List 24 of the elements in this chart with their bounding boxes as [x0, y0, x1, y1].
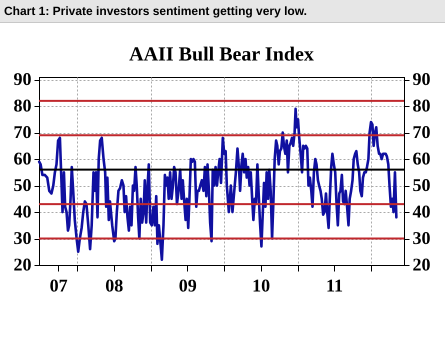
y-tick-label: 20 — [14, 254, 32, 274]
y-tick-label: 40 — [14, 202, 32, 222]
x-tick-label: 11 — [326, 276, 344, 296]
y-tick-label: 30 — [14, 228, 32, 248]
y-tick-label: 50 — [14, 175, 32, 196]
y2-tick-label: 40 — [412, 202, 430, 222]
y-tick-label: 70 — [14, 122, 32, 142]
x-tick-label: 10 — [252, 276, 270, 296]
x-tick-label: 09 — [178, 276, 197, 296]
chart-title: AAII Bull Bear Index — [129, 44, 314, 66]
y2-tick-label: 80 — [412, 96, 430, 116]
y2-tick-label: 20 — [412, 254, 430, 274]
y2-tick-label: 60 — [412, 148, 430, 169]
y2-tick-label: 90 — [412, 69, 430, 90]
y2-tick-label: 50 — [412, 175, 430, 196]
y2-tick-label: 30 — [412, 228, 430, 248]
x-tick-label: 08 — [105, 276, 124, 296]
x-tick-label: 07 — [50, 276, 68, 296]
y2-tick-label: 70 — [412, 122, 430, 142]
y-tick-label: 80 — [14, 96, 32, 116]
y-tick-label: 90 — [14, 69, 32, 90]
y-tick-label: 60 — [14, 148, 32, 169]
line-series — [38, 107, 398, 262]
caption: Chart 1: Private investors sentiment getting very low. — [0, 0, 445, 23]
